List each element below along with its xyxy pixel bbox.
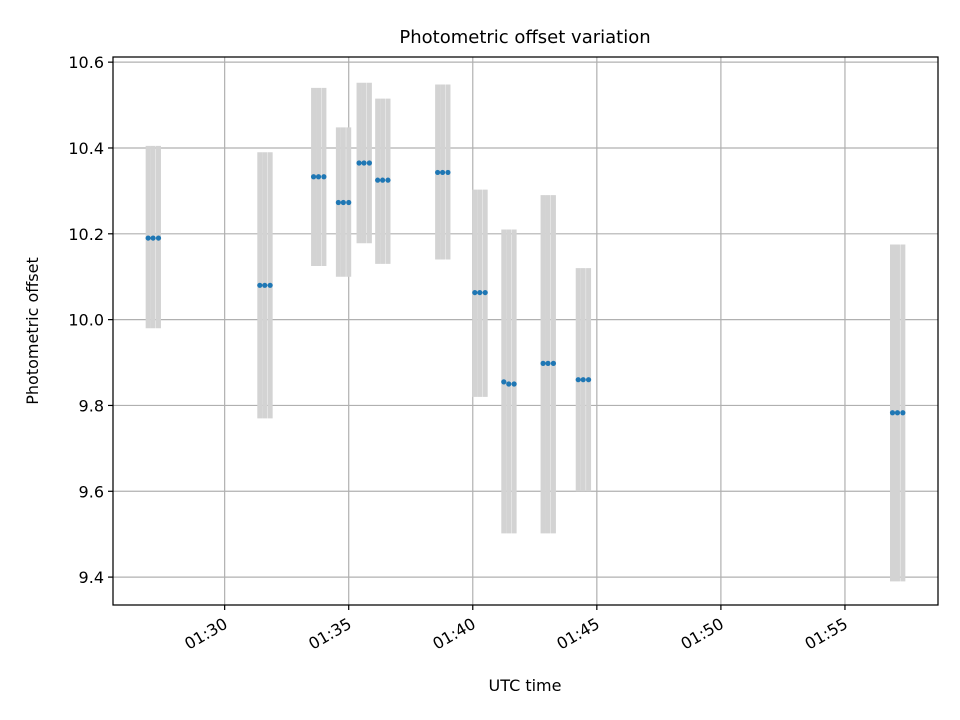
data-point [439,169,446,176]
y-tick-label: 10.0 [68,311,104,330]
data-point [585,377,592,383]
data-point [900,410,906,416]
data-point [340,199,346,206]
y-axis: 9.4 9.6 9.8 10.0 10.2 10.4 10.6 [68,53,113,587]
data-point [889,410,896,416]
data-point [385,177,391,183]
data-point [335,199,341,206]
y-tick-label: 9.6 [79,482,104,501]
data-point [511,381,517,387]
data-point [310,174,317,180]
data-point [150,235,156,241]
data-points [145,160,906,416]
y-tick-label: 10.2 [68,225,104,244]
y-tick-label: 9.8 [79,396,104,415]
data-point [472,289,478,296]
data-point [545,360,551,366]
data-point [145,235,151,241]
data-point [315,174,322,180]
data-point [346,199,352,206]
data-point [575,377,581,383]
data-point [257,282,263,288]
data-point [366,160,372,166]
data-point [482,289,488,296]
data-point [435,169,441,176]
data-point [321,174,327,180]
y-tick-label: 10.4 [68,139,104,158]
plot-frame [112,56,939,606]
data-point [445,169,451,176]
y-tick-label: 10.6 [68,53,104,72]
data-point [580,377,586,383]
data-point [375,177,381,183]
y-tick-label: 9.4 [79,568,104,587]
data-point [540,360,546,366]
chart-title: Photometric offset variation [399,27,650,48]
data-point [501,379,507,385]
data-point [550,360,557,366]
data-point [356,160,362,166]
data-point [262,282,268,288]
data-point [155,235,162,241]
data-point [506,381,512,387]
x-axis-label: UTC time [489,676,562,695]
data-point [267,282,273,288]
data-point [477,289,483,296]
y-axis-label: Photometric offset [23,257,42,405]
data-point [894,410,901,416]
data-point [380,177,386,183]
data-point [361,160,367,166]
